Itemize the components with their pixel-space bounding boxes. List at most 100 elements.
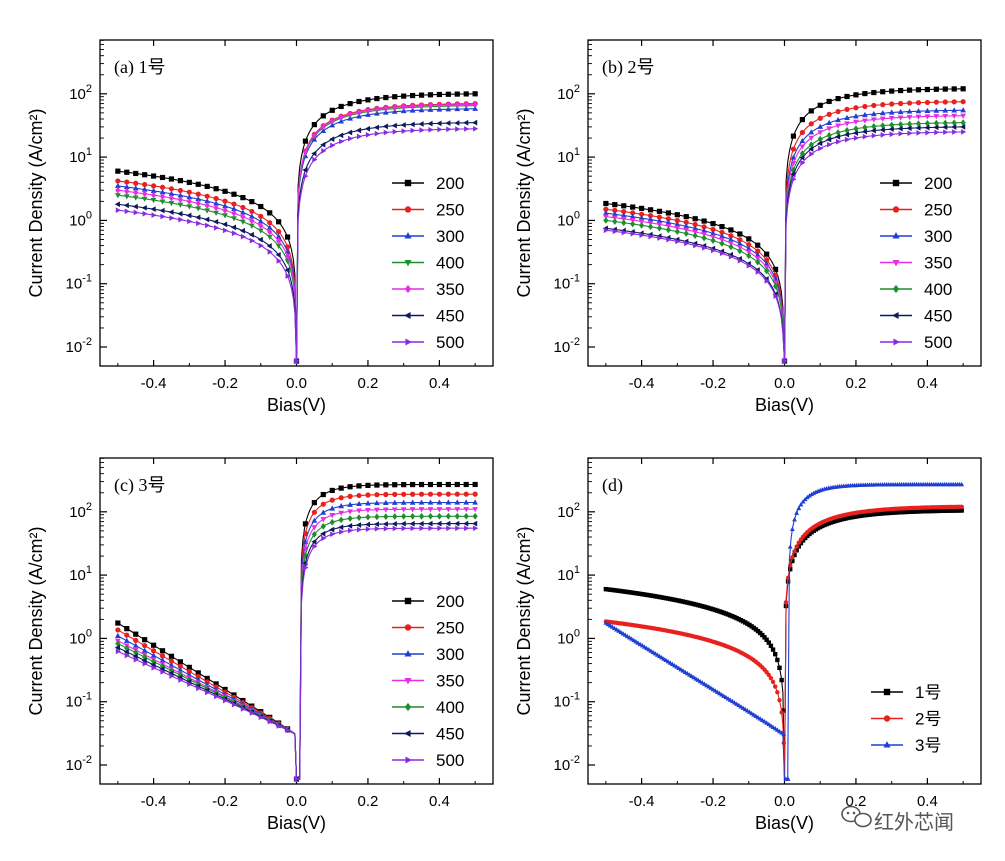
legend-label: 300 bbox=[924, 227, 952, 246]
data-point bbox=[186, 194, 193, 200]
data-point bbox=[808, 121, 814, 127]
data-point bbox=[160, 213, 166, 220]
data-point bbox=[603, 200, 609, 207]
y-tick-label: 100 bbox=[557, 209, 580, 229]
data-point bbox=[754, 251, 761, 257]
legend-label: 400 bbox=[436, 698, 464, 717]
data-point bbox=[142, 637, 148, 643]
data-point bbox=[418, 520, 424, 527]
data-point bbox=[871, 123, 877, 130]
data-point bbox=[807, 493, 812, 498]
data-point bbox=[159, 184, 166, 190]
data-point bbox=[365, 482, 371, 488]
series-group bbox=[603, 481, 965, 781]
data-point bbox=[178, 677, 184, 683]
data-point bbox=[391, 122, 397, 129]
data-point bbox=[427, 481, 434, 488]
data-point bbox=[115, 168, 121, 174]
data-point bbox=[817, 102, 823, 108]
x-axis-label: Bias(V) bbox=[267, 395, 326, 415]
legend-marker bbox=[893, 338, 900, 346]
data-point bbox=[455, 126, 461, 132]
data-point bbox=[418, 92, 425, 98]
data-point bbox=[329, 117, 335, 125]
data-point bbox=[710, 230, 716, 236]
y-tick-label: 102 bbox=[557, 501, 580, 521]
data-point bbox=[427, 120, 433, 127]
data-point bbox=[951, 113, 958, 120]
data-point bbox=[472, 119, 478, 126]
data-point bbox=[169, 215, 175, 221]
data-point bbox=[755, 258, 761, 266]
data-point bbox=[794, 510, 800, 515]
data-point bbox=[302, 521, 309, 527]
data-point bbox=[320, 530, 326, 537]
legend-label: 300 bbox=[436, 227, 464, 246]
data-point bbox=[427, 507, 434, 513]
data-point bbox=[454, 520, 460, 527]
legend-item-300: 300 bbox=[880, 227, 952, 246]
data-point bbox=[656, 208, 663, 214]
data-point bbox=[151, 212, 157, 218]
data-point bbox=[177, 210, 183, 217]
data-point bbox=[924, 107, 931, 114]
data-point bbox=[132, 642, 139, 648]
x-tick-label: -0.4 bbox=[141, 793, 167, 810]
data-point bbox=[924, 86, 931, 93]
legend-label: 250 bbox=[436, 201, 464, 220]
data-point bbox=[383, 104, 389, 112]
data-point bbox=[303, 564, 309, 571]
data-point bbox=[853, 119, 859, 125]
data-point bbox=[240, 213, 246, 221]
data-point bbox=[427, 102, 434, 109]
data-point bbox=[933, 99, 939, 105]
data-point bbox=[150, 198, 157, 204]
data-point bbox=[141, 186, 148, 192]
data-point bbox=[195, 206, 202, 212]
data-point bbox=[621, 208, 627, 215]
y-tick-label: 101 bbox=[69, 146, 92, 166]
data-point bbox=[674, 228, 680, 236]
data-point bbox=[168, 653, 175, 659]
data-point bbox=[773, 684, 778, 689]
data-point bbox=[392, 103, 398, 111]
data-point bbox=[231, 216, 237, 222]
series-400 bbox=[115, 512, 478, 783]
data-point bbox=[701, 234, 707, 242]
data-point bbox=[409, 121, 415, 128]
data-point bbox=[141, 204, 147, 211]
data-point bbox=[768, 643, 774, 649]
legend-item-200: 200 bbox=[392, 174, 464, 193]
data-point bbox=[329, 505, 336, 511]
data-point bbox=[472, 481, 478, 488]
data-point bbox=[960, 119, 966, 127]
data-point bbox=[446, 525, 452, 532]
data-point bbox=[330, 142, 336, 149]
data-point bbox=[799, 137, 806, 144]
data-point bbox=[692, 216, 698, 222]
data-point bbox=[808, 141, 814, 149]
data-point bbox=[844, 136, 851, 143]
data-point bbox=[168, 194, 175, 202]
data-point bbox=[213, 195, 219, 202]
data-point bbox=[285, 273, 291, 279]
data-point bbox=[320, 501, 326, 507]
data-point bbox=[320, 522, 326, 530]
data-point bbox=[284, 252, 291, 260]
data-point bbox=[205, 689, 211, 696]
data-point bbox=[239, 227, 245, 234]
data-point bbox=[374, 513, 380, 521]
legend-label: 500 bbox=[436, 333, 464, 352]
data-point bbox=[231, 209, 237, 217]
panel-title: (b) 2号 bbox=[602, 57, 655, 78]
legend-label: 450 bbox=[924, 307, 952, 326]
data-point bbox=[889, 88, 895, 94]
data-point bbox=[418, 512, 425, 520]
data-point bbox=[675, 238, 681, 245]
data-point bbox=[329, 518, 335, 526]
panel-title: (d) bbox=[602, 475, 623, 496]
watermark: 红外芯闻 bbox=[841, 805, 954, 834]
data-point bbox=[817, 140, 823, 147]
legend-label: 200 bbox=[924, 174, 952, 193]
data-point bbox=[240, 204, 246, 211]
